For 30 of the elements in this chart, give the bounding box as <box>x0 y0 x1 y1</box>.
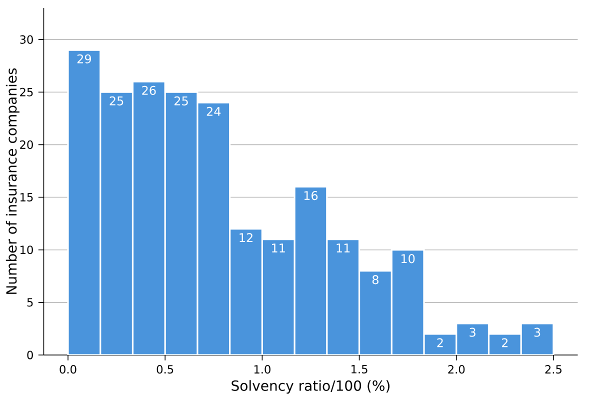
y-tick-label: 5 <box>27 298 33 307</box>
data-label: 25 <box>110 96 124 106</box>
data-label: 24 <box>206 106 221 116</box>
data-label: 2 <box>437 338 443 348</box>
x-tick-label: 1.5 <box>352 365 368 374</box>
data-label: 12 <box>240 233 252 242</box>
y-tick-label: 0 <box>27 350 33 360</box>
data-label: 25 <box>174 96 188 106</box>
data-label: 3 <box>534 328 540 337</box>
data-label: 11 <box>336 244 350 252</box>
y-tick-label: 30 <box>20 35 33 44</box>
data-label: 10 <box>402 254 415 264</box>
y-axis-title: Number of insurance companies <box>6 68 20 294</box>
data-label: 8 <box>372 275 378 284</box>
data-label: 16 <box>304 191 318 200</box>
x-tick-label: 1.0 <box>254 365 270 374</box>
y-tick-label: 20 <box>20 140 33 149</box>
y-tick-label: 25 <box>20 88 33 96</box>
y-tick-label: 10 <box>20 246 33 254</box>
x-tick-label: 0.0 <box>60 365 76 374</box>
data-label: 3 <box>470 328 476 337</box>
x-axis-title: Solvency ratio/100 (%) <box>232 380 390 394</box>
data-label: 26 <box>142 86 156 95</box>
x-tick-label: 0.5 <box>156 365 174 374</box>
data-label: 11 <box>272 244 285 252</box>
y-tick-label: 15 <box>20 193 33 202</box>
data-label: 29 <box>77 54 91 64</box>
x-tick-label: 2.5 <box>545 365 562 374</box>
x-tick-label: 2.0 <box>448 365 465 374</box>
data-label: 2 <box>502 338 508 348</box>
